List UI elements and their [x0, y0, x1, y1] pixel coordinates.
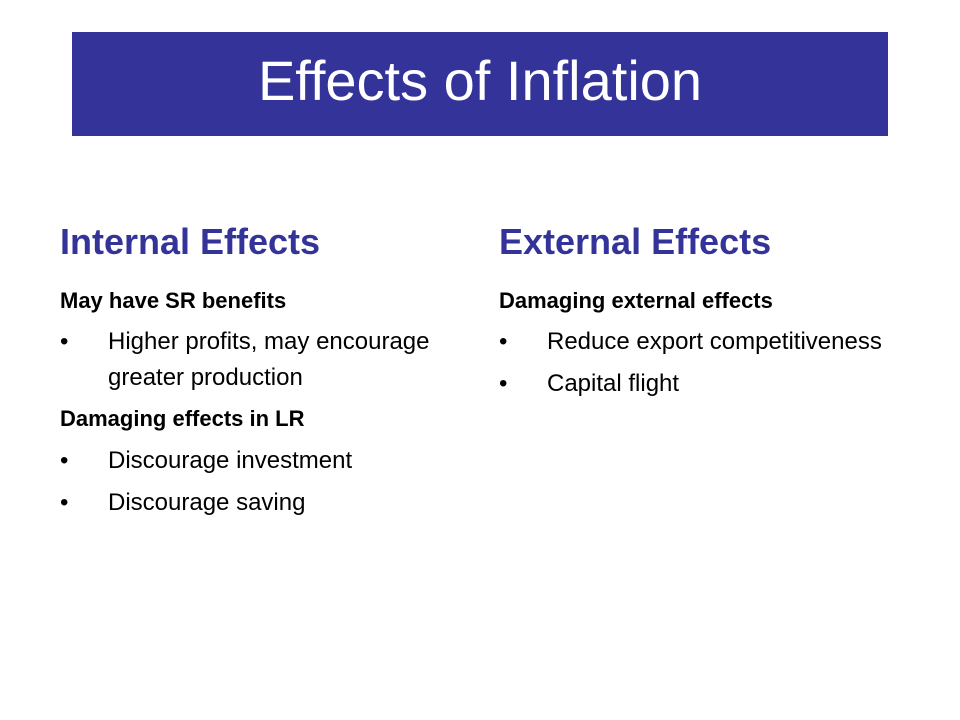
bullet-item: • Reduce export competitiveness — [499, 324, 919, 360]
bullet-item: • Higher profits, may encourage greater … — [60, 324, 460, 396]
bullet-item: • Discourage saving — [60, 485, 460, 521]
bullet-icon: • — [60, 488, 69, 516]
internal-subheading-lr: Damaging effects in LR — [60, 406, 305, 432]
title-bar: Effects of Inflation — [72, 32, 888, 136]
external-effects-column: External Effects Damaging external effec… — [499, 224, 919, 402]
bullet-item: • Capital flight — [499, 366, 919, 402]
bullet-text: Reduce export competitiveness — [547, 328, 882, 356]
internal-subheading-sr: May have SR benefits — [60, 288, 287, 313]
bullet-icon: • — [60, 328, 69, 356]
bullet-icon: • — [60, 446, 69, 474]
bullet-text: Capital flight — [547, 370, 680, 398]
internal-effects-heading: Internal Effects — [60, 221, 321, 262]
slide-title: Effects of Inflation — [257, 49, 703, 112]
bullet-icon: • — [499, 328, 508, 356]
bullet-icon: • — [499, 370, 508, 398]
internal-effects-column: Internal Effects May have SR benefits • … — [60, 224, 460, 521]
bullet-item: • Discourage investment — [60, 443, 460, 479]
external-subheading: Damaging external effects — [499, 288, 773, 313]
bullet-text: Discourage investment — [108, 446, 353, 474]
external-effects-heading: External Effects — [499, 221, 772, 262]
bullet-text: Discourage saving — [108, 488, 306, 516]
bullet-text: Higher profits, may encourage greater pr… — [108, 328, 430, 392]
